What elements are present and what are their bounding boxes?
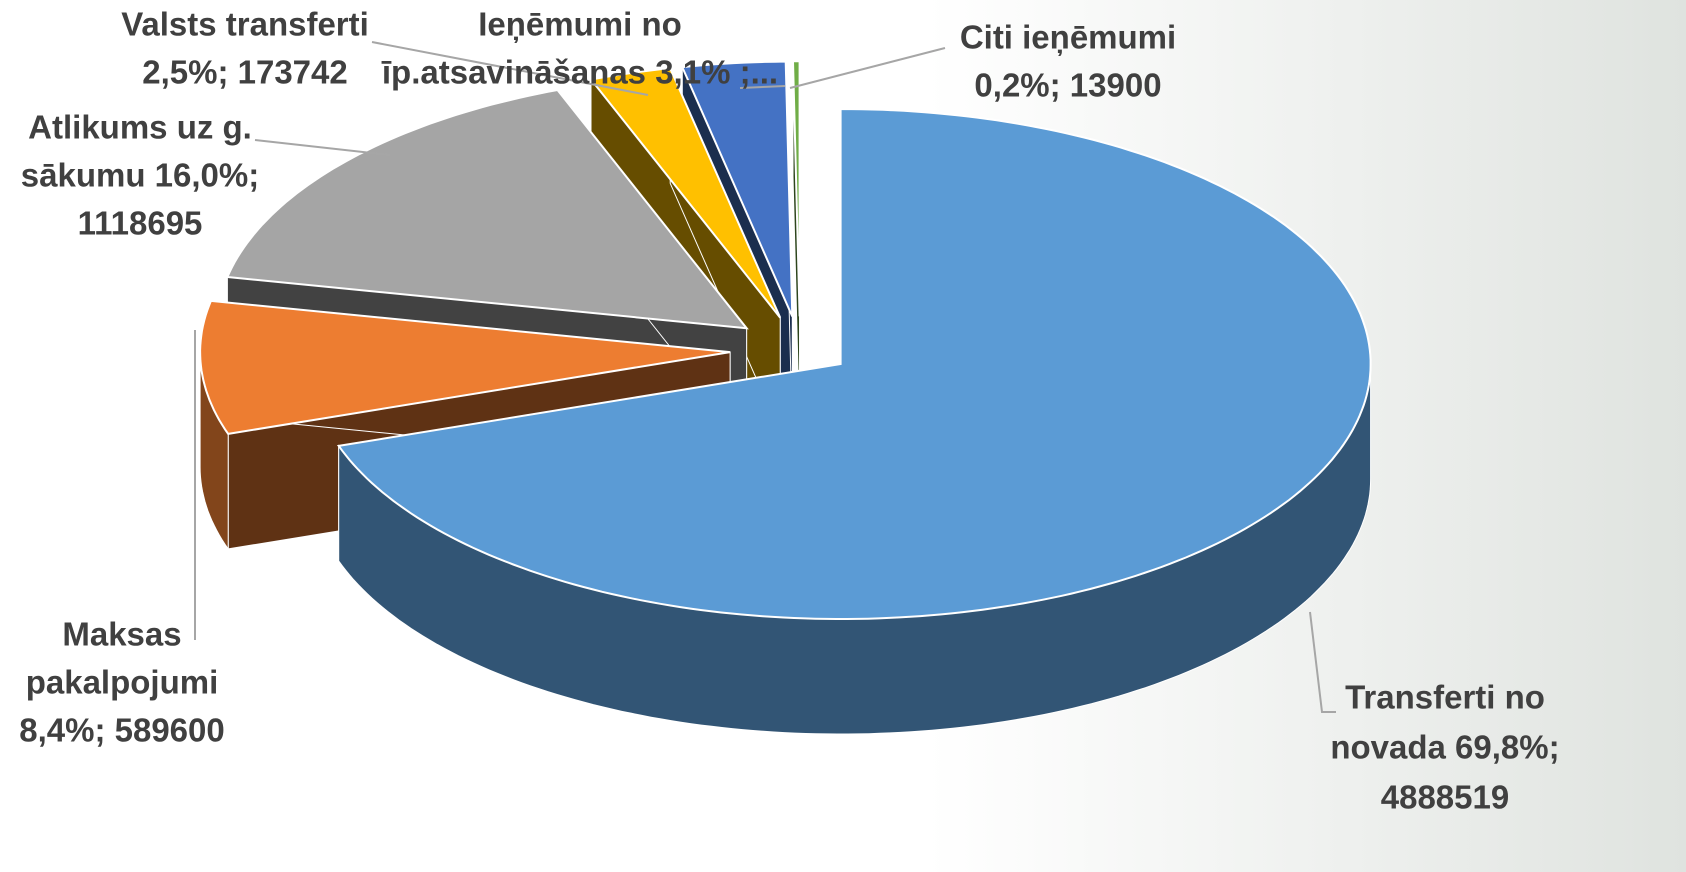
leader-line: [1310, 612, 1336, 712]
data-label: 2,5%; 173742: [142, 54, 348, 91]
data-label: Valsts transferti: [121, 6, 369, 43]
data-label: 4888519: [1381, 779, 1509, 816]
chart: Transferti no novada 69,8%; 4888519 Maksas p…: [0, 0, 1686, 872]
data-label: Transferti no: [1345, 679, 1545, 716]
data-label: Atlikums uz g.: [28, 109, 252, 146]
data-label: 0,2%; 13900: [974, 67, 1161, 104]
data-label: 8,4%; 589600: [19, 712, 225, 749]
data-label: īp.atsavināšanas 3,1% ;...: [381, 54, 778, 91]
data-label: pakalpojumi: [26, 664, 219, 701]
leader-line: [255, 140, 390, 155]
data-label: Citi ieņēmumi: [960, 19, 1176, 56]
data-label: novada 69,8%;: [1330, 729, 1559, 766]
data-label: 1118695: [78, 205, 203, 242]
data-label: Maksas: [62, 616, 181, 653]
leader-line: [790, 48, 945, 88]
data-label: Ieņēmumi no: [478, 6, 682, 43]
data-label: sākumu 16,0%;: [21, 157, 259, 194]
